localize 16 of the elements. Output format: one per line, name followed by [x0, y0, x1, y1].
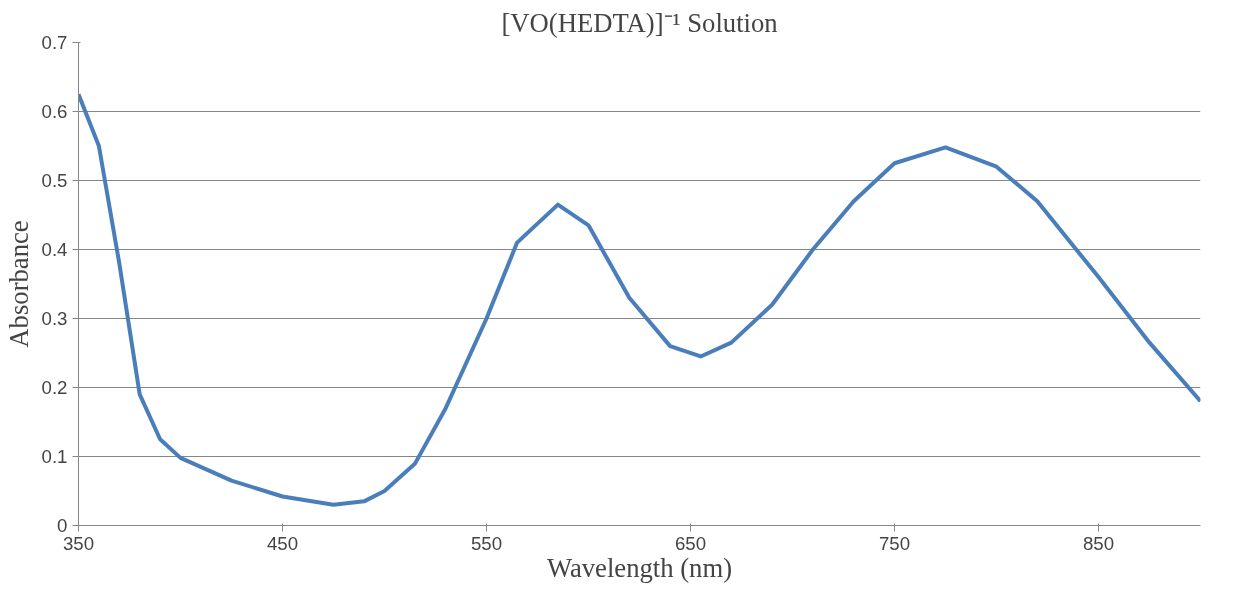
x-tick-label: 450: [266, 532, 299, 554]
line-series: [78, 92, 1201, 507]
y-tick-label: 0.1: [41, 446, 68, 467]
chart-title: [VO(HEDTA)]⁻¹ Solution: [501, 7, 778, 38]
y-tick-label: 0.6: [41, 101, 68, 122]
y-tick-label: 0.3: [41, 308, 68, 329]
y-tick-label: 0.7: [41, 32, 68, 53]
y-axis-title: Absorbance: [3, 220, 34, 348]
x-tick-label: 650: [674, 532, 707, 554]
y-tick-label: 0.2: [41, 377, 68, 398]
x-tick-label: 750: [878, 532, 911, 554]
x-tick-label: 550: [470, 532, 503, 554]
y-tick-label: 0.5: [41, 170, 68, 191]
x-axis-title: Wavelength (nm): [546, 552, 733, 583]
y-tick-label: 0.4: [41, 239, 68, 260]
x-tick-label: 850: [1082, 532, 1115, 554]
